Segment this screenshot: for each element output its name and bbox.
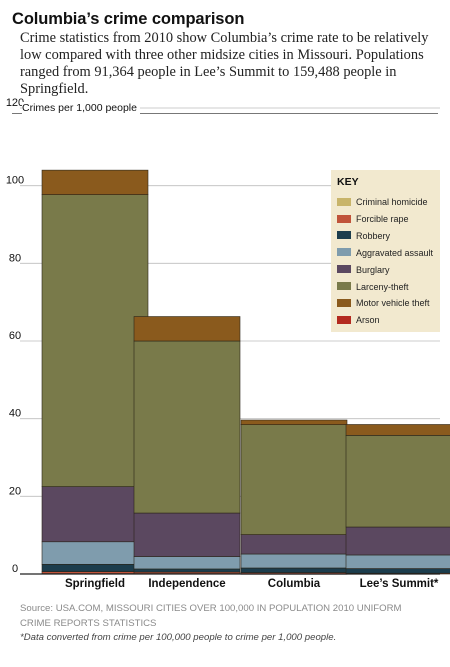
bar-segment <box>345 554 450 569</box>
bar-segment <box>345 435 450 528</box>
bar-segment <box>41 169 149 195</box>
bar-segment <box>240 419 348 425</box>
bar-segment <box>41 541 149 565</box>
y-tick-label: 40 <box>9 408 21 420</box>
legend-item: Forcible rape <box>337 214 409 226</box>
legend-label: Criminal homicide <box>356 197 428 207</box>
y-tick-label: 100 <box>6 175 24 187</box>
legend-item: Motor vehicle theft <box>337 298 430 310</box>
legend-label: Robbery <box>356 230 391 241</box>
y-tick-label: 0 <box>12 563 18 575</box>
legend-swatch <box>337 299 351 308</box>
bar-segment <box>240 534 348 555</box>
legend-label: Arson <box>356 315 380 326</box>
x-category-label: Springfield <box>65 578 125 590</box>
legend-swatch <box>337 315 351 324</box>
y-axis-label: Crimes per 1,000 people <box>22 102 140 114</box>
legend-key: KEY Criminal homicide Forcible rape Robber… <box>331 170 440 332</box>
legend-item: Criminal homicide <box>337 197 428 209</box>
bar-segment <box>41 563 149 572</box>
bar-segment <box>133 568 241 573</box>
legend-swatch <box>337 282 351 291</box>
legend-item: Aggravated assault <box>337 248 433 260</box>
legend-item: Burglary <box>337 265 390 277</box>
legend-label: Motor vehicle theft <box>356 298 430 309</box>
y-tick-label: 20 <box>9 485 21 497</box>
legend-item: Robbery <box>337 231 390 243</box>
y-tick-label: 60 <box>9 330 21 342</box>
x-category-label: Independence <box>148 578 225 590</box>
bar-segment <box>345 526 450 556</box>
bar-segment <box>345 568 450 574</box>
footnote: *Data converted from crime per 100,000 p… <box>20 632 337 643</box>
bar-segment <box>240 424 348 535</box>
legend-item: Arson <box>337 315 380 327</box>
legend-label: Burglary <box>356 264 390 275</box>
legend-label: Larceny-theft <box>356 281 409 292</box>
bar-segment <box>133 316 241 342</box>
title-divider <box>12 113 438 114</box>
bar-segment <box>133 340 241 514</box>
bar-segment <box>240 553 348 569</box>
legend-swatch <box>337 197 351 206</box>
bar-segment <box>41 486 149 543</box>
x-category-label: Columbia <box>268 578 321 590</box>
legend-swatch <box>337 231 351 240</box>
legend-title: KEY <box>337 176 359 188</box>
legend-label: Aggravated assault <box>356 247 434 258</box>
y-tick-label: 120 <box>6 97 24 109</box>
legend-label: Forcible rape <box>356 213 409 224</box>
source-note: Source: USA.COM, MISSOURI CITIES OVER 10… <box>20 603 402 629</box>
bar-segment <box>133 512 241 557</box>
legend-swatch <box>337 248 351 257</box>
bar-segment <box>240 567 348 573</box>
legend-swatch <box>337 265 351 274</box>
bar-segment <box>133 556 241 570</box>
y-tick-label: 80 <box>9 252 21 264</box>
legend-item: Larceny-theft <box>337 282 409 294</box>
x-category-label: Lee’s Summit* <box>360 578 439 590</box>
bar-segment <box>345 424 450 436</box>
legend-swatch <box>337 214 351 223</box>
bar-segment <box>41 194 149 487</box>
chart-subtitle: Crime statistics from 2010 show Columbia… <box>20 30 429 97</box>
stacked-bar-chart: 0 20 40 60 80 100 120 Springfield Independence Co… <box>6 97 450 590</box>
chart-title: Columbia’s crime comparison <box>12 10 245 28</box>
